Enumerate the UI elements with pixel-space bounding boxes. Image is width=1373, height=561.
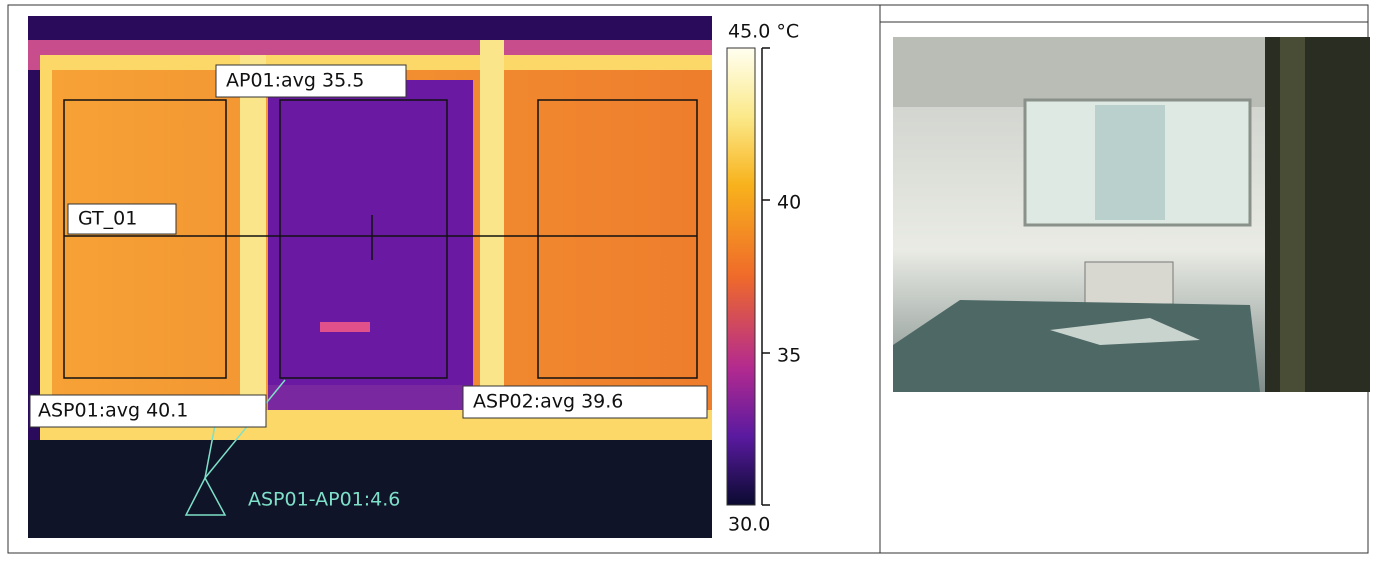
scale-label: 40: [777, 192, 801, 214]
label-asp01: ASP01:avg 40.1: [38, 400, 188, 422]
label-ap01: AP01:avg 35.5: [226, 70, 364, 92]
thermal-image: [28, 16, 712, 538]
labels: AP01:avg 35.5 GT_01 ASP01:avg 40.1 ASP02…: [29, 64, 708, 511]
label-asp02: ASP02:avg 39.6: [473, 391, 623, 413]
label-delta: ASP01-AP01:4.6: [248, 489, 400, 511]
color-scale: 45.0 °C 40 35 30.0: [726, 21, 801, 536]
room-photo: [893, 37, 1370, 392]
label-gt01: GT_01: [78, 208, 137, 230]
scale-label: 35: [777, 345, 801, 367]
scale-max: 45.0 °C: [728, 21, 799, 43]
scale-min: 30.0: [728, 514, 770, 536]
